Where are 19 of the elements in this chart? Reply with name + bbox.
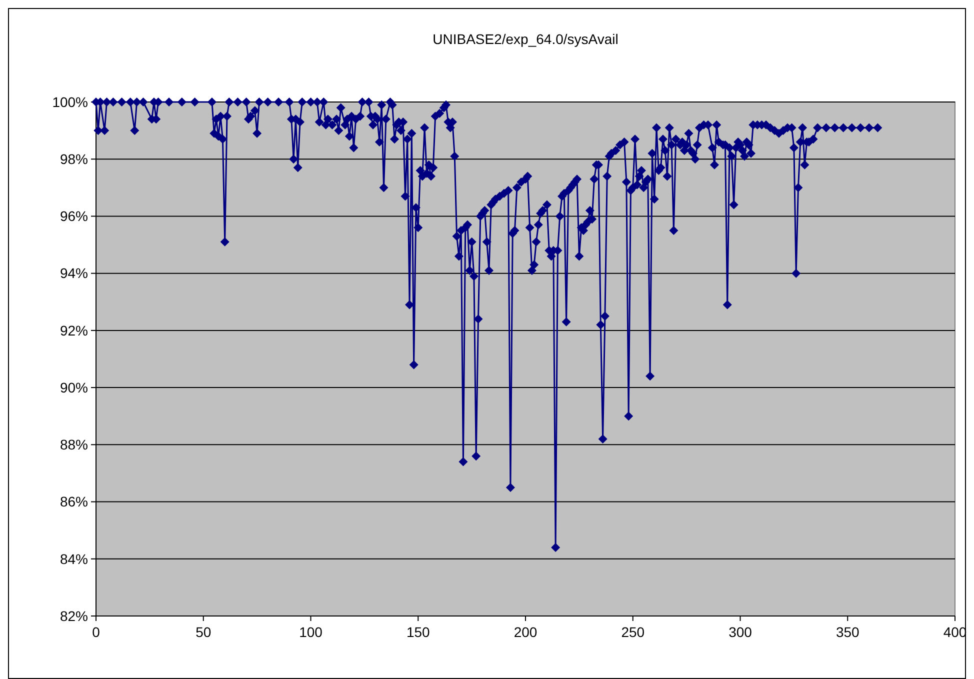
x-tick-label: 150 [406, 624, 430, 640]
x-tick-label: 100 [299, 624, 323, 640]
y-tick-label: 100% [52, 94, 88, 110]
y-tick-label: 98% [60, 151, 88, 168]
y-tick-label: 82% [60, 608, 88, 624]
x-tick-label: 250 [621, 624, 645, 640]
x-tick-label: 350 [836, 624, 860, 640]
y-tick-label: 88% [60, 436, 88, 453]
chart-title: UNIBASE2/exp_64.0/sysAvail [432, 31, 618, 47]
x-tick-label: 0 [92, 624, 100, 640]
y-tick-label: 92% [60, 322, 88, 338]
y-tick-label: 96% [60, 208, 88, 224]
y-tick-label: 90% [60, 379, 88, 396]
y-tick-label: 94% [60, 265, 88, 282]
x-tick-label: 200 [514, 624, 538, 640]
y-tick-label: 86% [60, 494, 88, 510]
x-tick-label: 50 [196, 624, 212, 640]
y-tick-label: 84% [60, 550, 88, 567]
x-tick-label: 300 [728, 624, 752, 640]
